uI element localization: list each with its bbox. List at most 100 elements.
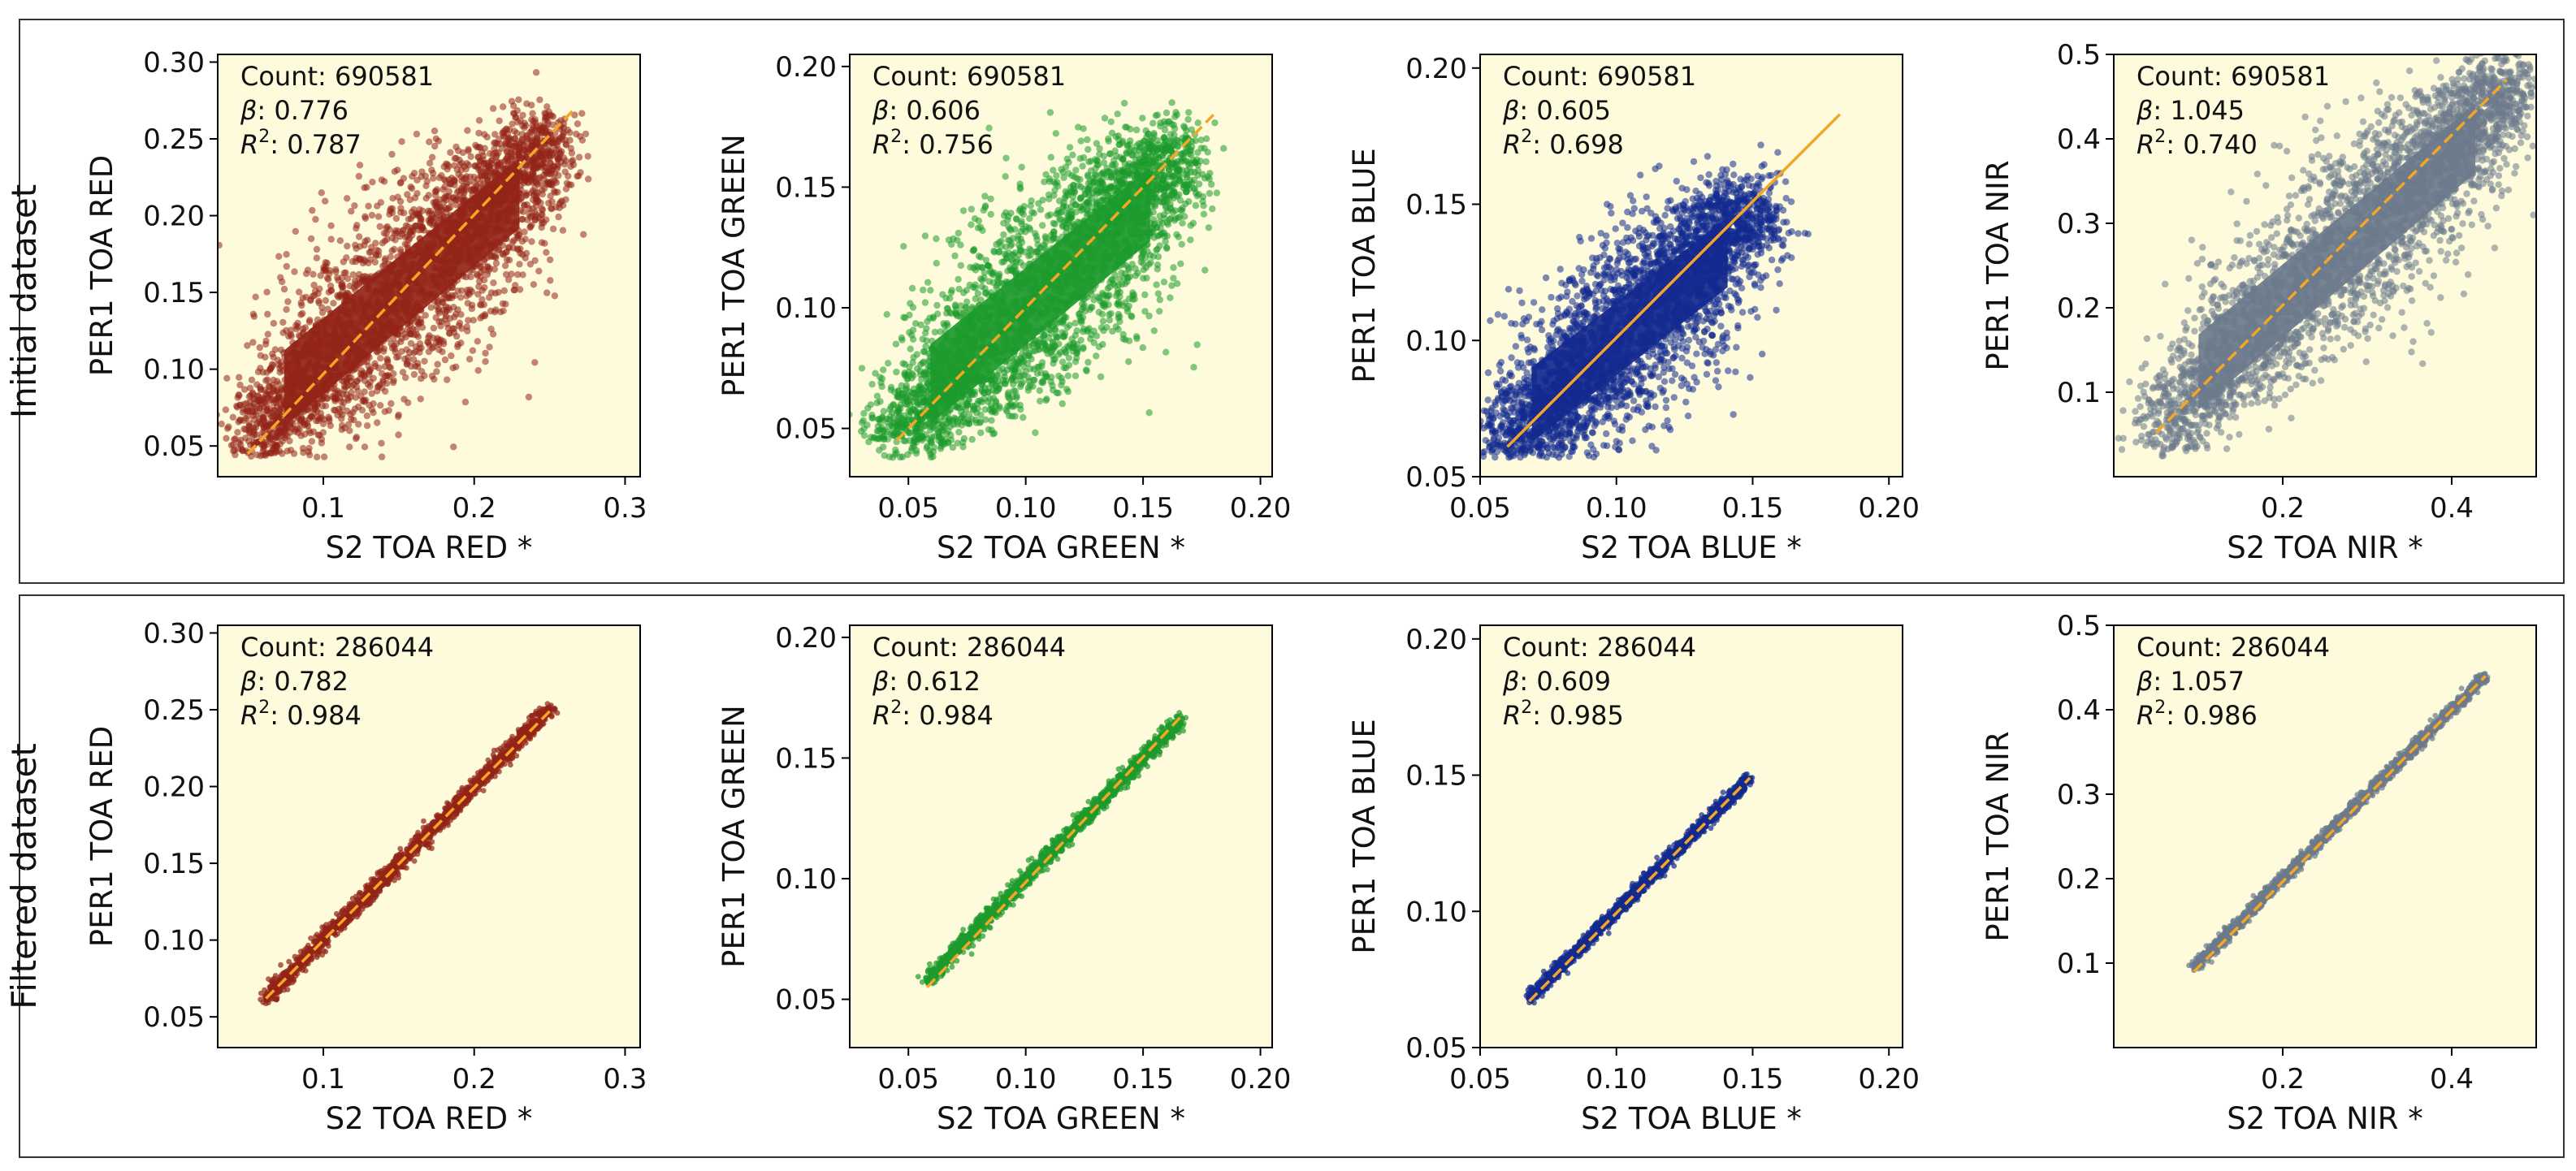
scatter-point [520,179,527,187]
scatter-point [441,309,448,317]
scatter-point [574,172,581,180]
scatter-point [352,257,360,266]
scatter-point [522,191,530,199]
scatter-point [493,152,500,159]
scatter-point [1107,174,1115,181]
scatter-point [481,312,488,320]
scatter-point [511,286,518,294]
scatter-point [1187,222,1194,229]
scatter-point [475,129,483,137]
scatter-point [887,386,895,394]
scatter-point [280,285,288,293]
scatter-point [1141,308,1149,315]
scatter-point [546,153,553,160]
scatter-point [363,358,370,365]
scatter-point [452,143,460,151]
scatter-point [277,274,284,281]
scatter-point [966,420,973,427]
scatter-point [522,163,530,171]
scatter-point [1162,204,1170,212]
scatter-point [489,105,497,112]
scatter-point [461,398,470,406]
scatter-point [540,219,548,227]
scatter-point [325,275,332,283]
scatter-point [887,430,894,438]
scatter-point [513,129,521,136]
scatter-point [331,395,339,403]
scatter-point [363,412,370,420]
scatter-point [314,453,321,460]
scatter-point [431,127,439,135]
initial-red-count-annotation: Count: 690581 [240,61,434,92]
scatter-point [355,421,362,428]
scatter-point [1162,348,1170,356]
scatter-point [299,444,307,452]
scatter-point [500,132,507,140]
scatter-point [1160,279,1168,286]
scatter-point [431,202,439,210]
scatter-point [531,359,539,366]
scatter-point [465,147,472,155]
scatter-point [521,201,528,209]
scatter-point [295,288,303,296]
scatter-point [368,244,375,251]
y-tick-label: 0.05 [143,430,205,463]
scatter-point [378,176,386,184]
scatter-point [260,404,267,411]
scatter-point [530,281,538,288]
initial-red-y-axis-label: PER1 TOA RED [84,155,119,376]
scatter-point [262,340,270,348]
scatter-point [1106,316,1114,324]
scatter-point [349,408,357,417]
scatter-point [867,401,875,408]
scatter-point [909,326,917,334]
scatter-point [1176,197,1184,204]
scatter-point [931,328,939,336]
scatter-point [402,374,409,382]
scatter-point [435,305,443,313]
scatter-point [316,285,323,292]
scatter-point [441,356,449,364]
scatter-point [450,443,457,451]
scatter-point [528,102,535,109]
scatter-point [340,258,347,266]
scatter-point [1096,145,1103,153]
scatter-point [249,339,257,346]
scatter-point [559,132,566,140]
scatter-point [327,287,335,295]
scatter-point [428,166,435,174]
scatter-point [977,253,985,261]
scatter-point [381,237,388,244]
scatter-point [521,228,528,235]
scatter-point [336,408,344,416]
scatter-point [377,199,384,206]
scatter-point [322,197,329,205]
scatter-point [464,127,471,134]
scatter-point [556,204,563,212]
scatter-point [1154,111,1162,119]
scatter-point [252,293,259,300]
scatter-point [485,267,492,274]
scatter-point [232,451,239,459]
scatter-point [249,389,257,396]
scatter-point [223,434,230,442]
scatter-point [464,327,471,335]
initial-red-fit-line [246,110,574,455]
scatter-point [439,198,448,206]
scatter-point [483,175,491,184]
scatter-point [209,400,215,406]
scatter-point [499,300,507,308]
scatter-point [405,223,412,231]
scatter-point [525,393,533,401]
scatter-point [1059,400,1066,408]
scatter-point [529,205,536,213]
scatter-point [404,191,411,198]
scatter-point [352,434,360,443]
scatter-point [1125,358,1132,365]
scatter-point [421,372,428,379]
scatter-point [314,417,322,425]
scatter-point [390,377,397,384]
scatter-point [408,184,416,192]
scatter-point [1000,231,1007,239]
scatter-point [288,332,295,340]
